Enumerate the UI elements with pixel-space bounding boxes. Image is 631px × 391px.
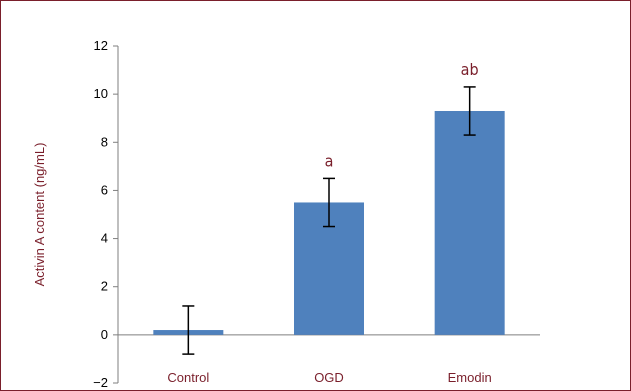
y-tick-label: 6 bbox=[101, 182, 108, 197]
y-tick-label: 0 bbox=[101, 327, 108, 342]
y-tick-label: 10 bbox=[94, 86, 108, 101]
significance-label: ab bbox=[461, 60, 479, 79]
y-tick-label: −2 bbox=[93, 375, 108, 390]
y-axis-title: Activin A content (ng/mL) bbox=[32, 143, 47, 287]
y-tick-label: 12 bbox=[94, 38, 108, 53]
category-labels: Control OGD Emodin bbox=[167, 370, 491, 385]
category-label: Emodin bbox=[448, 370, 492, 385]
y-tick-label: 2 bbox=[101, 279, 108, 294]
annotations: a ab bbox=[325, 60, 479, 170]
significance-label: a bbox=[325, 151, 334, 170]
category-label: OGD bbox=[314, 370, 344, 385]
category-label: Control bbox=[167, 370, 209, 385]
y-tick-label: 4 bbox=[101, 231, 108, 246]
y-tick-label: 8 bbox=[101, 134, 108, 149]
bars bbox=[153, 110, 505, 335]
error-bars bbox=[182, 86, 476, 355]
bar bbox=[434, 110, 505, 335]
